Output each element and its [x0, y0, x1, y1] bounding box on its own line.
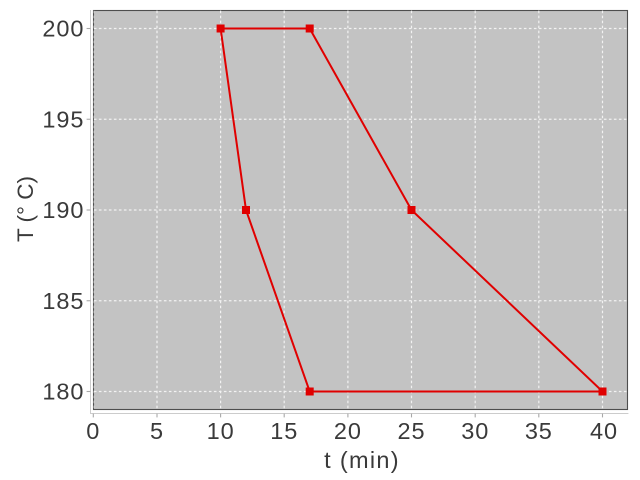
svg-text:195: 195 [42, 106, 84, 132]
svg-text:10: 10 [207, 418, 235, 444]
svg-text:t (min): t (min) [324, 447, 400, 473]
svg-text:0: 0 [86, 418, 100, 444]
svg-text:185: 185 [42, 288, 84, 314]
svg-text:190: 190 [42, 197, 84, 223]
svg-text:200: 200 [42, 16, 84, 42]
svg-text:T (° C): T (° C) [13, 176, 38, 242]
svg-text:35: 35 [525, 418, 553, 444]
svg-text:5: 5 [150, 418, 164, 444]
svg-text:15: 15 [270, 418, 298, 444]
svg-text:20: 20 [334, 418, 362, 444]
svg-text:40: 40 [590, 418, 618, 444]
svg-text:30: 30 [461, 418, 489, 444]
svg-text:180: 180 [42, 379, 84, 405]
svg-text:25: 25 [398, 418, 426, 444]
